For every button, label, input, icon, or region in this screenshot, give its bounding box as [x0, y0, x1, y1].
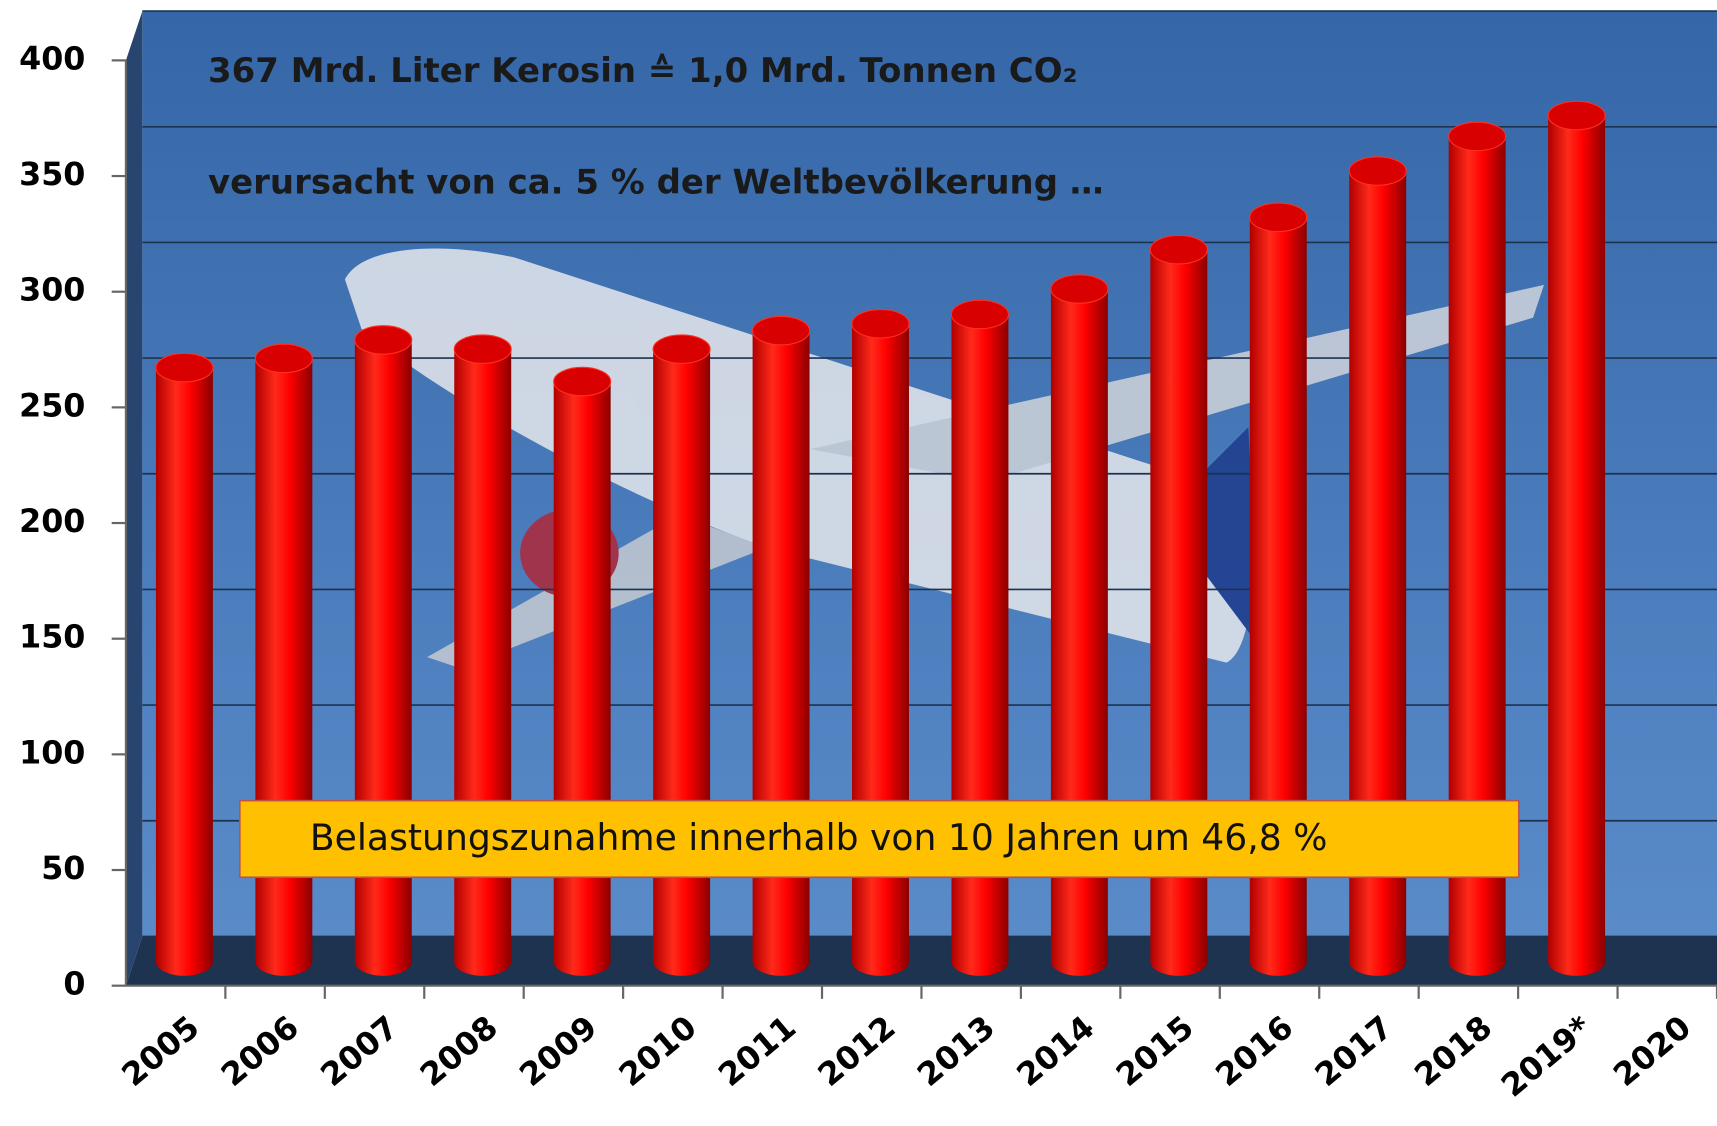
- bar-top: [1449, 122, 1506, 150]
- cylinder: [355, 326, 412, 976]
- bar-bottom: [156, 947, 213, 975]
- y-tick-label: 0: [63, 967, 85, 1003]
- cylinder: [554, 367, 611, 975]
- bar-bottom: [653, 947, 710, 975]
- bar-bottom: [1150, 947, 1207, 975]
- bar-bottom: [554, 947, 611, 975]
- bar-top: [156, 353, 213, 381]
- bar-bottom: [1449, 947, 1506, 975]
- x-tick-label: 2018: [1408, 1009, 1499, 1093]
- bar-top: [852, 310, 909, 338]
- bar-bottom: [951, 947, 1008, 975]
- y-tick-label: 300: [19, 273, 85, 309]
- cylinder: [1548, 101, 1605, 976]
- annotation: verursacht von ca. 5 % der Weltbevölkeru…: [208, 163, 1104, 203]
- y-tick-label: 350: [19, 157, 85, 193]
- y-tick-label: 150: [19, 620, 85, 656]
- x-tick-label: 2019*: [1495, 1009, 1599, 1104]
- chart: 367 Mrd. Liter Kerosin ≙ 1,0 Mrd. Tonnen…: [0, 0, 1717, 1126]
- x-tick-label: 2006: [215, 1009, 306, 1093]
- y-tick-label: 400: [19, 41, 85, 77]
- y-tick-label: 250: [19, 388, 85, 424]
- cylinder: [156, 353, 213, 975]
- bar: [1548, 116, 1605, 962]
- bar-top: [454, 335, 511, 363]
- x-tick-label: 2010: [613, 1009, 704, 1093]
- bar: [156, 368, 213, 962]
- bar-bottom: [355, 947, 412, 975]
- bar-bottom: [255, 947, 312, 975]
- x-tick-label: 2012: [812, 1009, 903, 1093]
- page: {"chart_data": {"type": "bar3d", "annota…: [0, 0, 1717, 1126]
- x-tick-label: 2014: [1011, 1009, 1102, 1093]
- cylinder: [255, 344, 312, 976]
- x-tick-label: 2015: [1110, 1009, 1201, 1093]
- bar-bottom: [1250, 947, 1307, 975]
- bar-bottom: [852, 947, 909, 975]
- bar-bottom: [1548, 947, 1605, 975]
- bar-bottom: [753, 947, 810, 975]
- x-tick-label: 2008: [414, 1009, 505, 1093]
- annotation: 367 Mrd. Liter Kerosin ≙ 1,0 Mrd. Tonnen…: [208, 51, 1077, 91]
- bar-top: [255, 344, 312, 372]
- bar-bottom: [1051, 947, 1108, 975]
- bar-bottom: [454, 947, 511, 975]
- cylinder: [454, 335, 511, 976]
- y-tick-label: 100: [19, 735, 85, 771]
- cylinder: [653, 335, 710, 976]
- annotation: Belastungszunahme innerhalb von 10 Jahre…: [310, 816, 1328, 859]
- x-tick-label: 2011: [712, 1009, 803, 1093]
- bar-bottom: [1349, 947, 1406, 975]
- x-tick-label: 2013: [911, 1009, 1002, 1093]
- bar-top: [355, 326, 412, 354]
- bar-top: [653, 335, 710, 363]
- bar-top: [1051, 275, 1108, 303]
- y-tick-label: 200: [19, 504, 85, 540]
- bar-top: [1150, 235, 1207, 263]
- y-tick-label: 50: [41, 851, 85, 887]
- x-tick-label: 2016: [1209, 1009, 1300, 1093]
- bar-top: [753, 316, 810, 344]
- bar-top: [1349, 157, 1406, 185]
- x-tick-label: 2020: [1607, 1009, 1698, 1093]
- x-tick-label: 2005: [116, 1009, 207, 1093]
- bar-top: [1548, 101, 1605, 129]
- side-wall: [126, 11, 142, 986]
- x-tick-label: 2017: [1309, 1009, 1400, 1093]
- x-tick-label: 2009: [513, 1009, 604, 1093]
- bar-top: [951, 300, 1008, 328]
- bar-top: [1250, 203, 1307, 231]
- x-tick-label: 2007: [315, 1009, 406, 1093]
- bar-top: [554, 367, 611, 395]
